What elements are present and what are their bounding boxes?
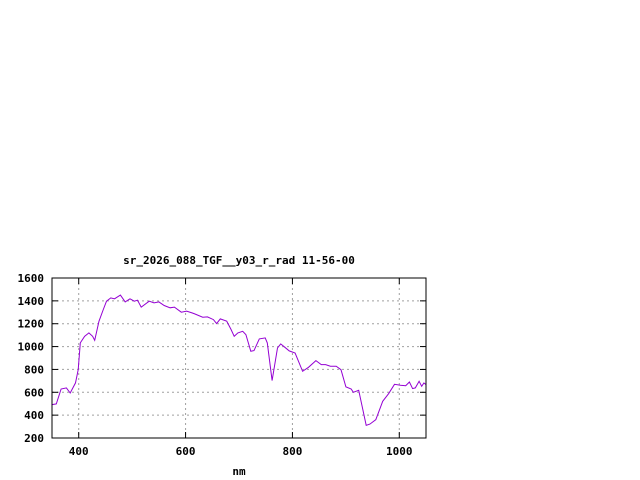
x-tick-label: 1000 [386, 445, 413, 458]
x-tick-label: 400 [69, 445, 89, 458]
axis-ticks: 200 400 600 800 1000 1200 1400 1600 400 600 800 100… [18, 272, 426, 458]
x-axis-label: nm [232, 465, 246, 478]
y-tick-label: 1600 [18, 272, 45, 285]
y-tick-label: 1200 [18, 318, 45, 331]
grid [52, 278, 426, 438]
chart-title: sr_2026_088_TGF__y03_r_rad 11-56-00 [123, 254, 355, 267]
x-tick-label: 600 [176, 445, 196, 458]
x-tick-label: 800 [282, 445, 302, 458]
series-line [51, 294, 427, 426]
y-tick-label: 600 [24, 386, 44, 399]
y-tick-label: 200 [24, 432, 44, 445]
plot-frame [51, 277, 427, 439]
y-tick-label: 400 [24, 409, 44, 422]
y-tick-label: 1000 [18, 341, 45, 354]
y-tick-label: 1400 [18, 295, 45, 308]
y-tick-label: 800 [24, 363, 44, 376]
